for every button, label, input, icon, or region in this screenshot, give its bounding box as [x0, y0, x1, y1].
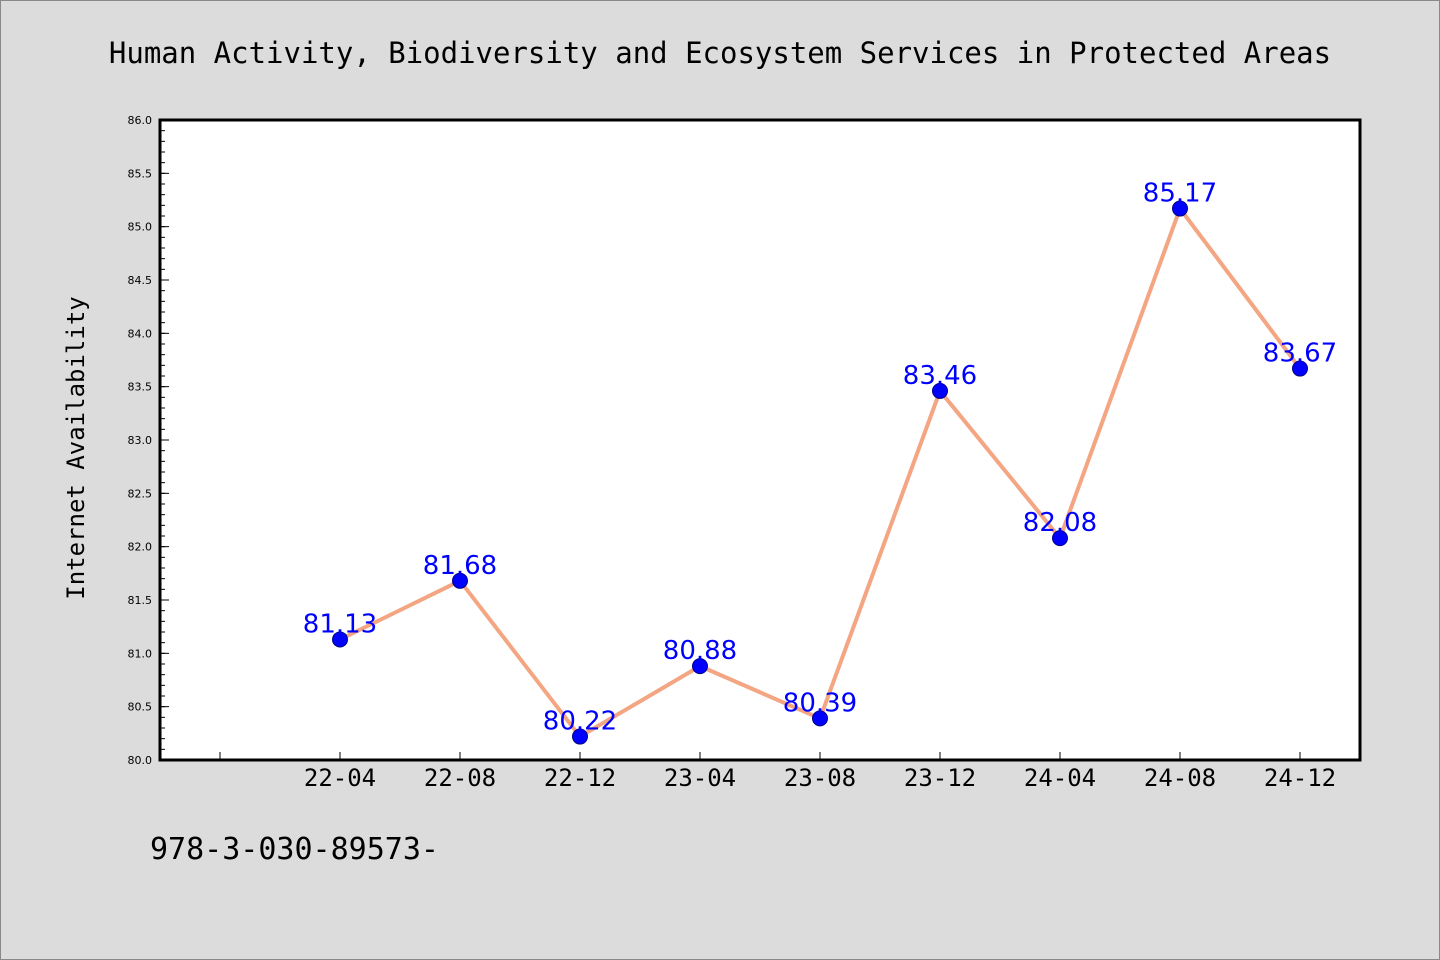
- data-label: 83.67: [1263, 339, 1337, 369]
- data-label: 81.68: [423, 551, 497, 581]
- data-label: 83.46: [903, 361, 977, 391]
- y-axis: 80.0 80.5 81.0 81.5 82.0 82.5 83.0 83.5 84.0 84.5…: [128, 114, 169, 767]
- data-point: [1172, 200, 1188, 217]
- x-tick-label: 24-04: [1024, 764, 1096, 792]
- data-label: 80.22: [543, 707, 617, 737]
- footer-isbn-text: 978-3-030-89573-: [150, 832, 439, 867]
- x-tick-label: 23-12: [904, 764, 976, 792]
- y-axis-label: Internet Availability: [62, 296, 90, 599]
- y-tick-label: 80.0: [128, 754, 153, 767]
- y-tick-label: 86.0: [128, 114, 153, 127]
- x-tick-label: 24-12: [1264, 764, 1336, 792]
- data-point: [572, 728, 588, 745]
- x-tick-label: 23-08: [784, 764, 856, 792]
- y-tick-label: 81.5: [128, 594, 153, 607]
- y-tick-label: 85.0: [128, 221, 153, 234]
- series-group: 81.13 81.68 80.22 80.88 80.39 83.46 82.08 85.17…: [303, 179, 1337, 745]
- data-label: 80.88: [663, 636, 737, 666]
- x-tick-label: 22-08: [424, 764, 496, 792]
- x-tick-label: 22-04: [304, 764, 376, 792]
- data-label: 82.08: [1023, 508, 1097, 538]
- y-tick-label: 84.0: [128, 327, 153, 340]
- data-label: 85.17: [1143, 179, 1217, 209]
- data-point: [1292, 360, 1308, 377]
- data-point: [1052, 530, 1068, 547]
- y-tick-label: 82.5: [128, 487, 153, 500]
- x-tick-label: 22-12: [544, 764, 616, 792]
- data-point: [812, 710, 828, 727]
- data-point: [692, 658, 708, 675]
- data-point: [452, 572, 468, 589]
- y-tick-label: 83.0: [128, 434, 153, 447]
- data-point: [332, 631, 348, 648]
- x-axis: 22-04 22-08 22-12 23-04 23-08 23-12 24-04 24-08…: [219, 752, 1336, 792]
- x-tick-label: 24-08: [1144, 764, 1216, 792]
- data-label: 80.39: [783, 688, 857, 718]
- y-tick-label: 83.5: [128, 381, 153, 394]
- y-tick-label: 81.0: [128, 647, 153, 660]
- plot-area: [158, 118, 1362, 762]
- data-label: 81.13: [303, 609, 377, 639]
- chart-title: Human Activity, Biodiversity and Ecosyst…: [109, 36, 1331, 70]
- y-tick-label: 80.5: [128, 701, 153, 714]
- data-point: [932, 382, 948, 399]
- y-tick-label: 85.5: [128, 167, 153, 180]
- y-tick-label: 82.0: [128, 541, 153, 554]
- y-tick-label: 84.5: [128, 274, 153, 287]
- x-tick-label: 23-04: [664, 764, 736, 792]
